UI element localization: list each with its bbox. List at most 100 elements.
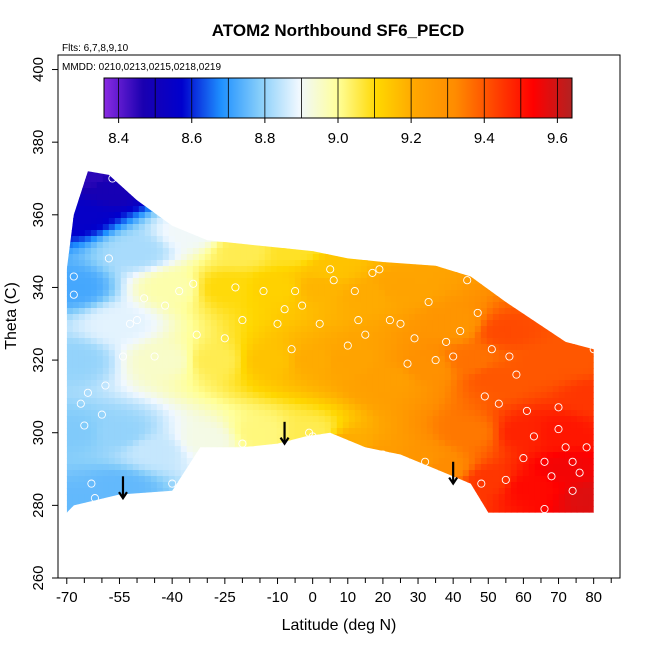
field-cell xyxy=(144,374,152,381)
field-cell xyxy=(282,368,290,375)
field-cell xyxy=(468,416,476,423)
field-cell xyxy=(282,254,290,261)
field-cell xyxy=(150,230,158,237)
field-cell xyxy=(450,302,458,309)
field-cell xyxy=(330,278,338,285)
field-cell xyxy=(354,422,362,429)
field-cell xyxy=(162,314,170,321)
field-cell xyxy=(102,338,110,345)
field-cell xyxy=(126,338,134,345)
field-cell xyxy=(528,338,536,345)
field-cell xyxy=(522,422,530,429)
field-cell xyxy=(132,278,140,285)
field-cell xyxy=(432,296,440,303)
field-cell xyxy=(558,428,566,435)
field-cell xyxy=(360,434,368,441)
field-cell xyxy=(72,446,80,453)
field-cell xyxy=(372,380,380,387)
field-cell xyxy=(228,272,236,279)
field-cell xyxy=(90,194,98,201)
field-cell xyxy=(132,218,140,225)
field-cell xyxy=(102,488,110,495)
field-cell xyxy=(198,284,206,291)
field-cell xyxy=(294,356,302,363)
field-cell xyxy=(180,308,188,315)
field-cell xyxy=(318,404,326,411)
field-cell xyxy=(168,374,176,381)
field-cell xyxy=(414,410,422,417)
field-cell xyxy=(522,374,530,381)
field-cell xyxy=(480,434,488,441)
field-cell xyxy=(186,368,194,375)
field-cell xyxy=(420,380,428,387)
field-cell xyxy=(258,290,266,297)
field-cell xyxy=(186,410,194,417)
field-cell xyxy=(120,482,128,489)
field-cell xyxy=(474,320,482,327)
field-cell xyxy=(192,314,200,321)
field-cell xyxy=(384,386,392,393)
field-cell xyxy=(174,296,182,303)
field-cell xyxy=(228,428,236,435)
field-cell xyxy=(372,338,380,345)
field-cell xyxy=(300,362,308,369)
field-cell xyxy=(138,488,146,495)
field-cell xyxy=(288,392,296,399)
field-cell xyxy=(150,254,158,261)
field-cell xyxy=(474,368,482,375)
field-cell xyxy=(66,494,74,501)
field-cell xyxy=(312,368,320,375)
field-cell xyxy=(144,332,152,339)
field-cell xyxy=(378,266,386,273)
field-cell xyxy=(270,440,278,447)
field-cell xyxy=(90,326,98,333)
field-cell xyxy=(150,338,158,345)
field-cell xyxy=(84,188,92,195)
field-cell xyxy=(246,440,254,447)
field-cell xyxy=(192,254,200,261)
field-cell xyxy=(102,194,110,201)
field-cell xyxy=(402,386,410,393)
field-cell xyxy=(306,356,314,363)
field-cell xyxy=(294,428,302,435)
field-cell xyxy=(564,512,572,513)
field-cell xyxy=(234,440,242,447)
field-cell xyxy=(90,440,98,447)
field-cell xyxy=(498,380,506,387)
field-cell xyxy=(288,386,296,393)
field-cell xyxy=(156,314,164,321)
field-cell xyxy=(180,332,188,339)
field-cell xyxy=(486,506,494,513)
field-cell xyxy=(426,296,434,303)
field-cell xyxy=(558,494,566,501)
field-cell xyxy=(522,500,530,507)
field-cell xyxy=(210,428,218,435)
field-cell xyxy=(126,344,134,351)
field-cell xyxy=(114,326,122,333)
field-cell xyxy=(72,308,80,315)
field-cell xyxy=(456,356,464,363)
field-cell xyxy=(540,434,548,441)
field-cell xyxy=(402,452,410,459)
field-cell xyxy=(138,224,146,231)
field-cell xyxy=(438,266,446,273)
field-cell xyxy=(264,416,272,423)
field-cell xyxy=(120,386,128,393)
field-cell xyxy=(522,488,530,495)
field-cell xyxy=(132,236,140,243)
field-cell xyxy=(144,248,152,255)
field-cell xyxy=(450,434,458,441)
field-cell xyxy=(342,326,350,333)
field-cell xyxy=(90,320,98,327)
field-cell xyxy=(156,218,164,225)
field-cell xyxy=(450,320,458,327)
field-cell xyxy=(138,434,146,441)
field-cell xyxy=(276,392,284,399)
field-cell xyxy=(474,374,482,381)
field-cell xyxy=(486,356,494,363)
field-cell xyxy=(564,356,572,363)
field-cell xyxy=(198,308,206,315)
field-cell xyxy=(504,470,512,477)
field-cell xyxy=(72,296,80,303)
field-cell xyxy=(246,362,254,369)
